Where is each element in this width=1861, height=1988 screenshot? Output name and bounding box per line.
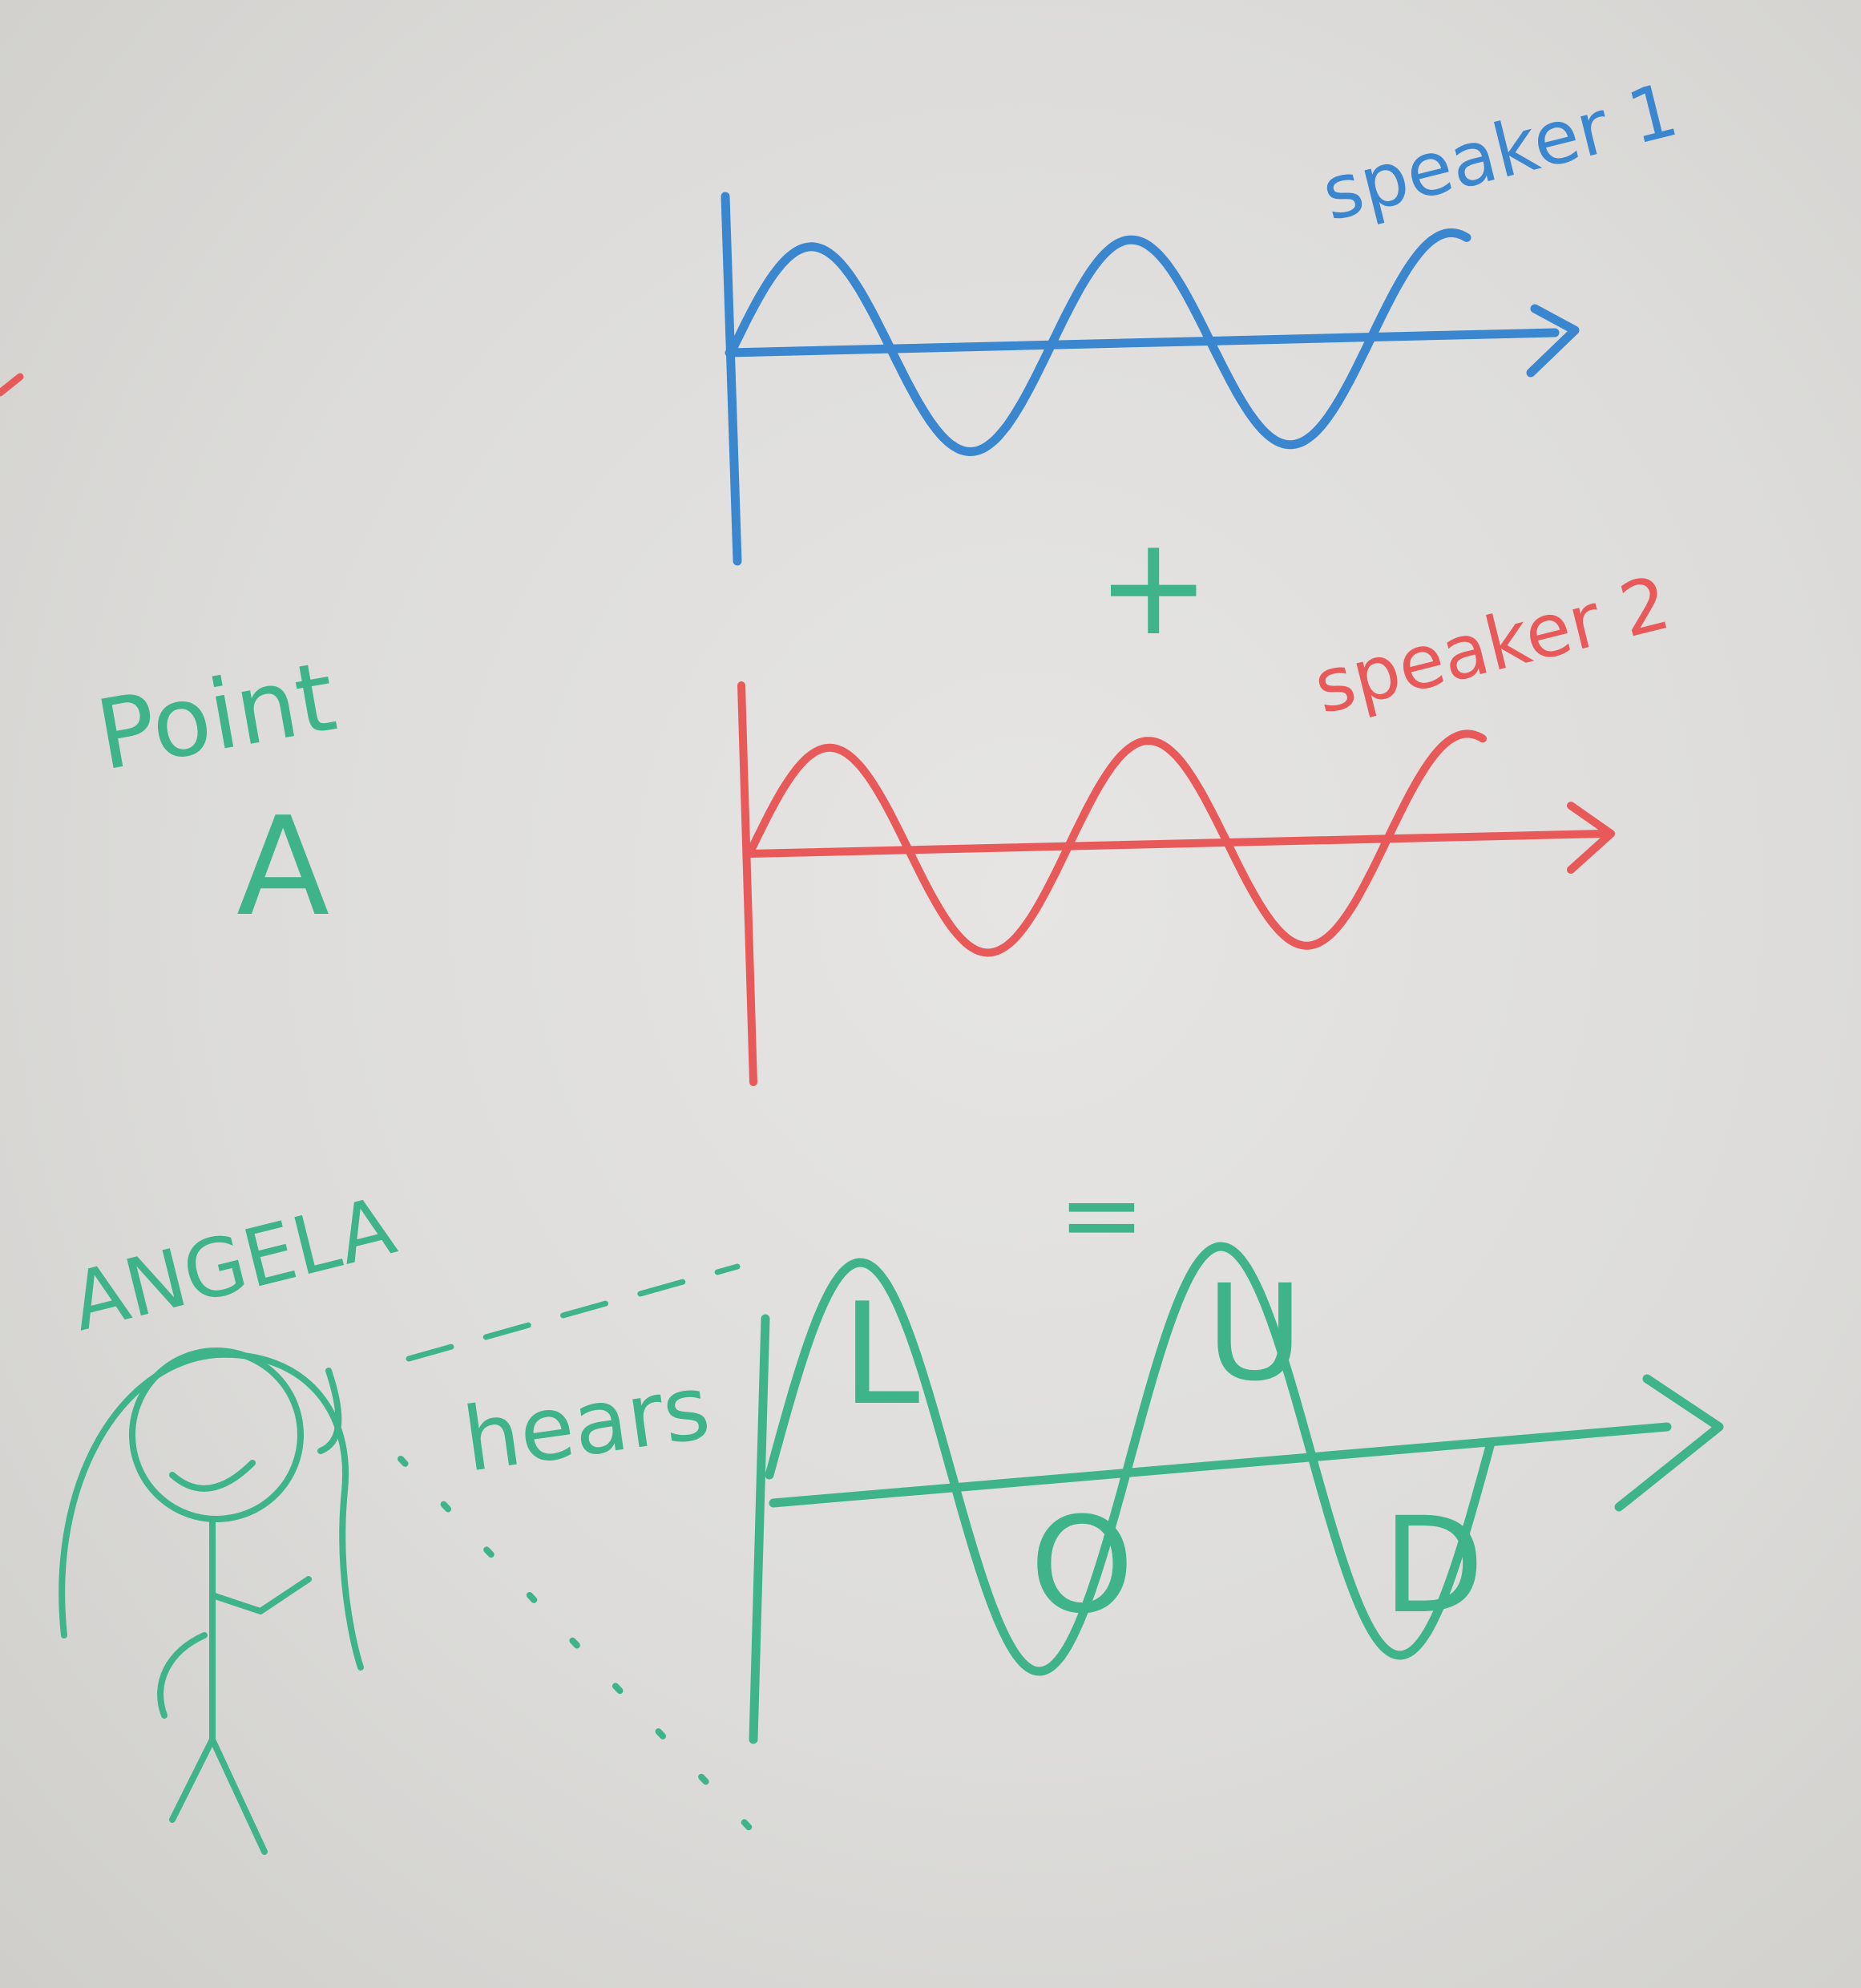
- point-letter: A: [236, 788, 329, 947]
- speaker-2-y-axis: [741, 685, 753, 1082]
- angela-arm-left: [160, 1635, 204, 1715]
- speaker-1-x-axis: [729, 333, 1555, 353]
- angela-name: ANGELA: [63, 1178, 404, 1349]
- red-marker-fragment: [0, 377, 20, 393]
- sum-x-axis: [773, 1427, 1667, 1503]
- angela-head: [132, 1351, 301, 1519]
- loud-letter-d: D: [1383, 1489, 1484, 1643]
- angela-smile: [172, 1463, 252, 1489]
- sum-y-axis: [753, 1319, 765, 1740]
- sight-line-lower: [401, 1459, 749, 1828]
- speaker-1-arrowhead: [1531, 309, 1575, 373]
- angela-figure: [62, 1351, 361, 1852]
- loud-letter-l: L: [842, 1274, 920, 1436]
- plus-sign: +: [1096, 507, 1210, 666]
- speaker-2-label: speaker 2: [1306, 560, 1677, 730]
- sum-arrowhead: [1619, 1379, 1719, 1507]
- hears-label: hears: [458, 1356, 716, 1492]
- loud-letter-u: U: [1206, 1256, 1303, 1410]
- speaker-1-label: speaker 1: [1314, 67, 1685, 237]
- speaker-2-x-axis: [749, 834, 1603, 854]
- speaker-2-graph: [741, 685, 1611, 1082]
- angela-arm-right: [212, 1579, 309, 1611]
- speaker-1-graph: [725, 196, 1575, 561]
- sight-line-upper: [409, 1267, 737, 1359]
- point-label: Point: [89, 641, 344, 793]
- speaker-1-y-axis: [725, 196, 737, 561]
- equals-sign: =: [1058, 1154, 1145, 1275]
- angela-legs: [172, 1740, 264, 1852]
- loud-letter-o: O: [1030, 1489, 1134, 1643]
